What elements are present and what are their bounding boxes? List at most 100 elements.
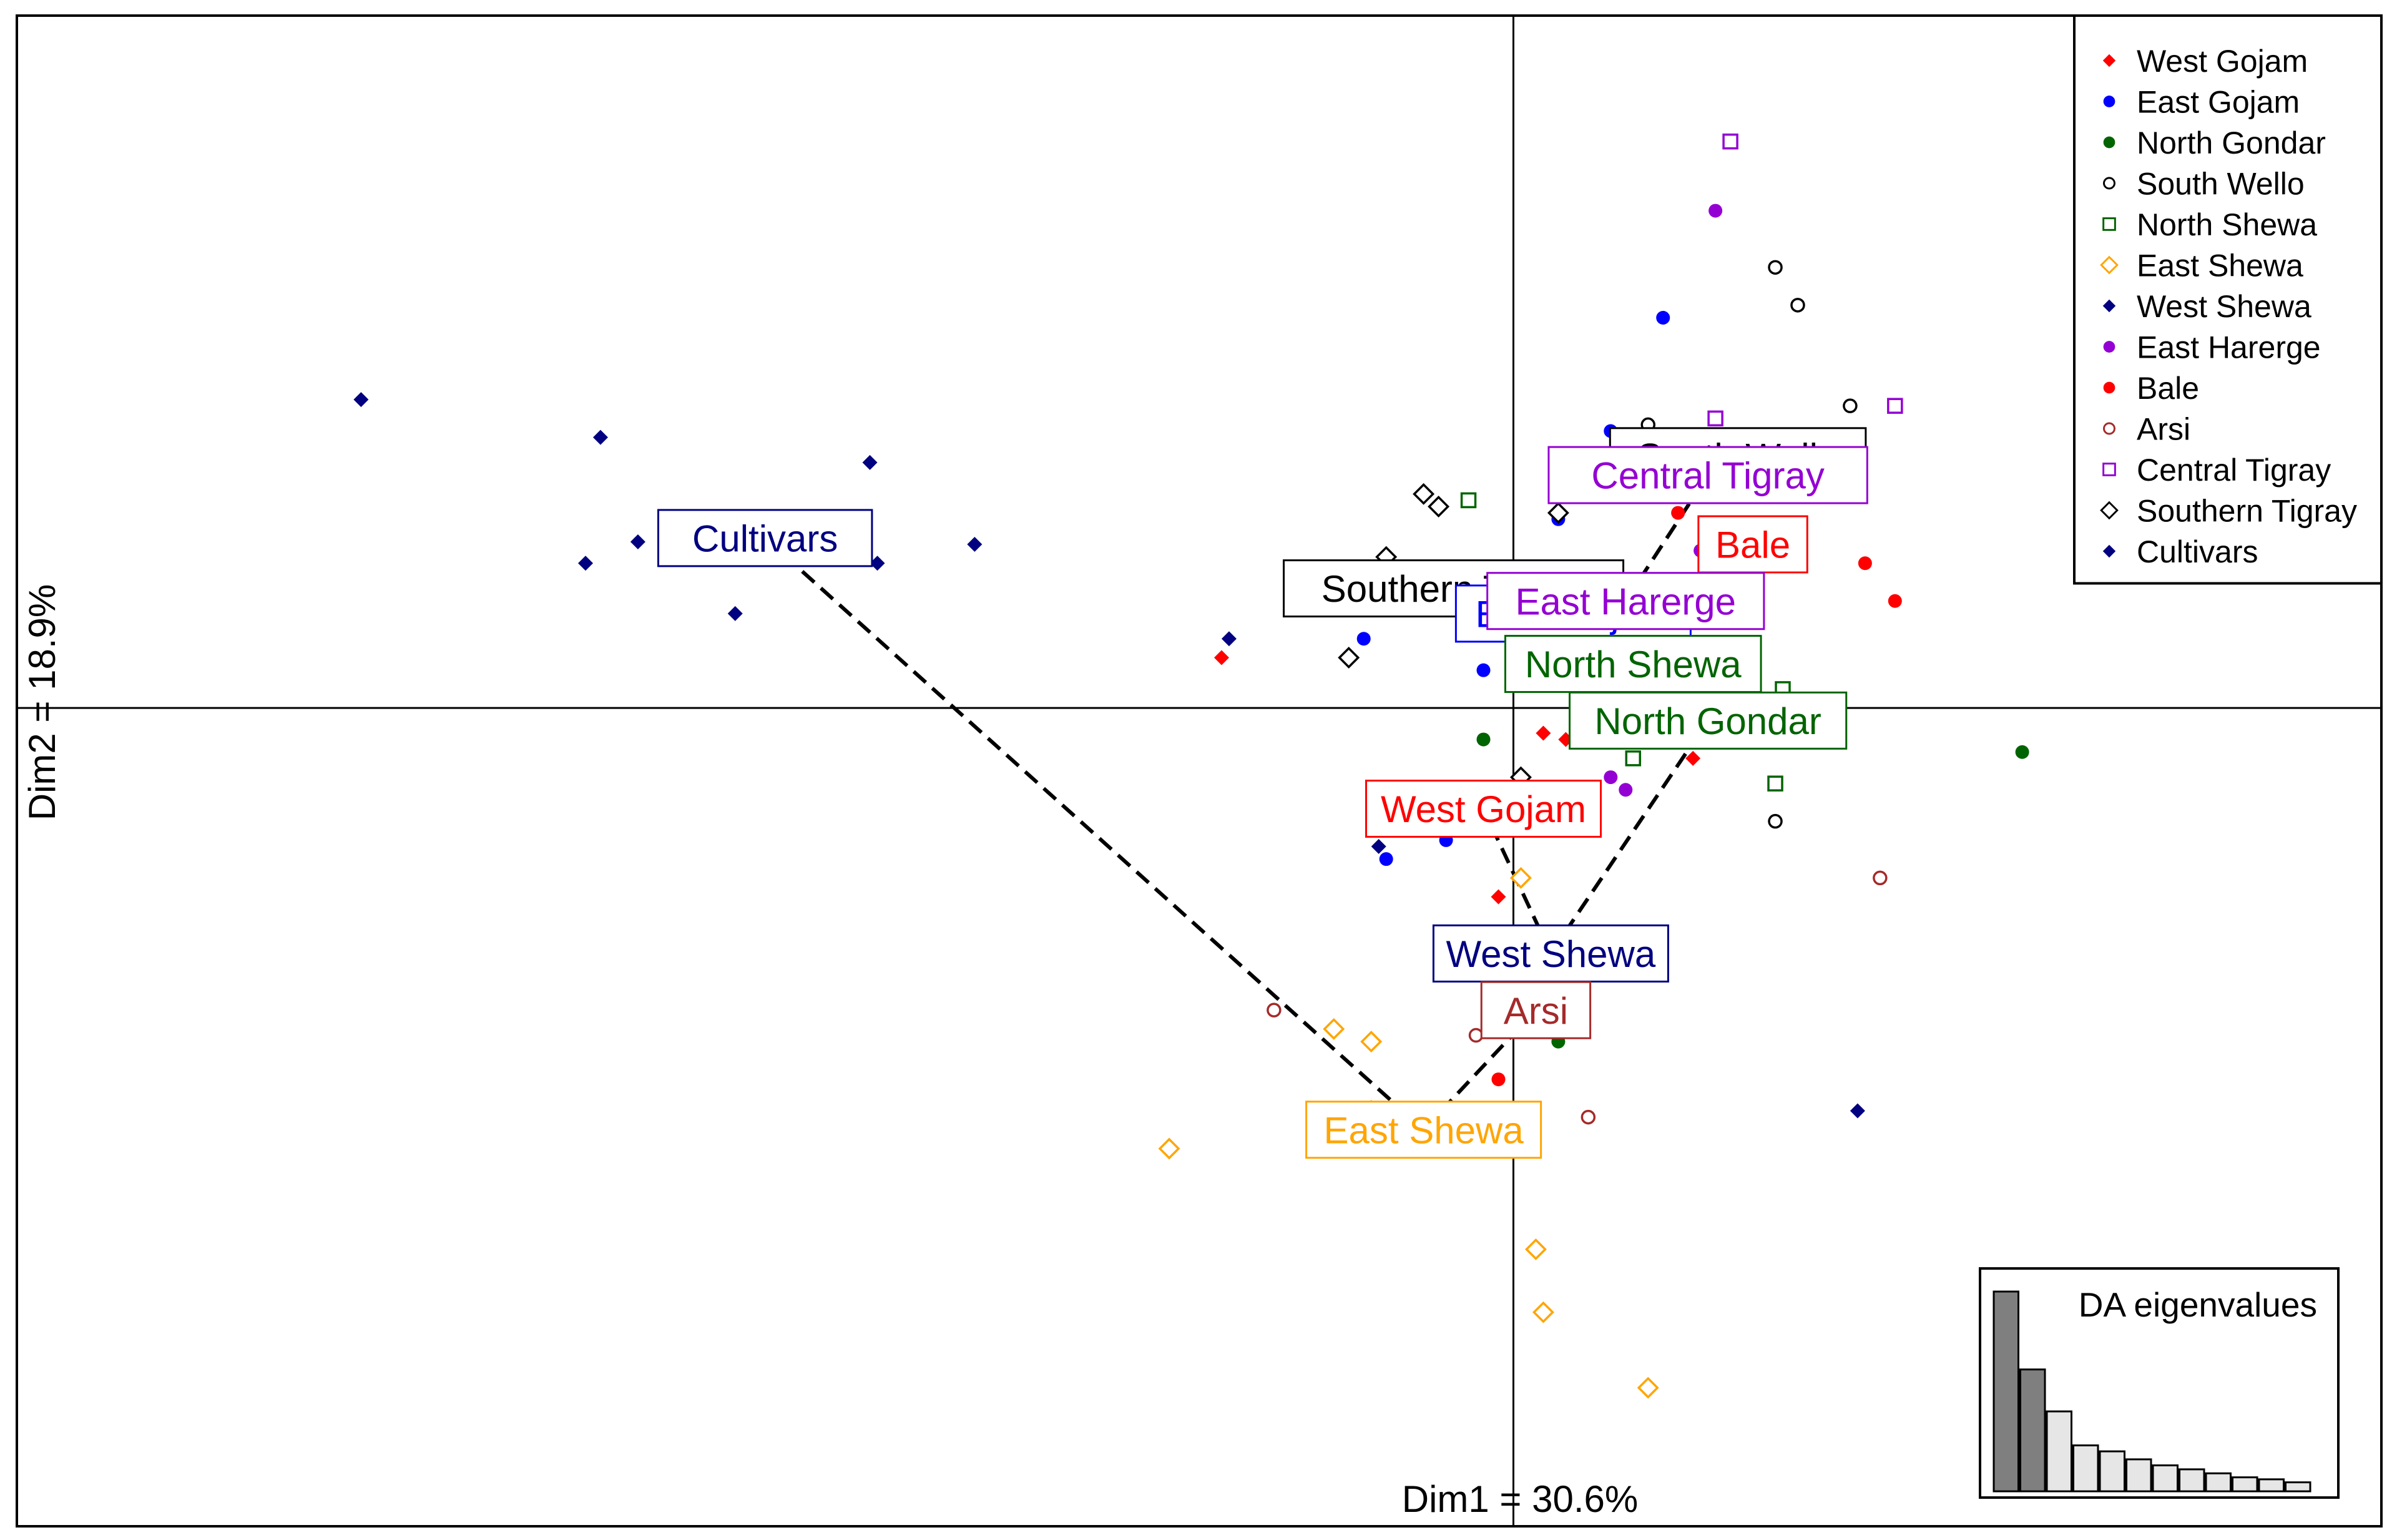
group-label-north-gondar: North Gondar (1569, 691, 1848, 750)
eigenvalue-bar-7 (2152, 1464, 2179, 1493)
group-label-text: North Shewa (1525, 644, 1742, 685)
legend-marker-southern-tigray (2100, 501, 2119, 520)
point-south-wello-1 (1768, 260, 1783, 275)
group-label-west-shewa: West Shewa (1432, 924, 1669, 983)
point-cultivars-1 (353, 392, 369, 408)
legend-box (2073, 14, 2383, 585)
point-cultivars-3 (862, 454, 878, 470)
group-label-bale: Bale (1697, 515, 1808, 574)
point-south-wello-3 (1843, 398, 1858, 413)
legend-label: Bale (2137, 371, 2199, 406)
eigenvalue-bar-4 (2072, 1444, 2099, 1493)
legend-item-central-tigray: Central Tigray (2102, 453, 2331, 488)
point-east-harerge-1 (1708, 204, 1723, 218)
point-west-shewa-2 (1371, 839, 1386, 854)
group-label-box (1547, 446, 1868, 504)
point-east-harerge-3 (1619, 783, 1633, 797)
legend-item-bale: Bale (2103, 371, 2199, 406)
x-axis-label: Dim1 = 30.6% (1402, 1478, 1639, 1520)
point-cultivars-6 (870, 556, 885, 571)
group-label-box (1697, 515, 1808, 574)
point-bale-3 (1671, 506, 1685, 520)
group-label-text: East Harerge (1516, 581, 1737, 622)
point-cultivars-7 (967, 537, 983, 552)
group-label-text: West Gojam (1381, 788, 1586, 830)
point-south-wello-2 (1790, 298, 1805, 313)
eigenvalue-bar-2 (2019, 1368, 2046, 1493)
legend-item-east-harerge: East Harerge (2103, 330, 2321, 365)
point-cultivars-2 (593, 429, 609, 445)
eigenvalue-bar-3 (2046, 1410, 2072, 1493)
group-label-text: West Shewa (1446, 933, 1656, 975)
group-label-box (1480, 981, 1592, 1039)
point-east-shewa-3 (1360, 1031, 1383, 1053)
point-east-gojam-1 (1656, 311, 1670, 325)
legend-label: Southern Tigray (2137, 494, 2357, 529)
point-central-tigray-1 (1722, 133, 1738, 150)
eigenvalue-bar-9 (2205, 1472, 2232, 1493)
group-label-east-shewa: East Shewa (1305, 1101, 1542, 1159)
legend-item-east-shewa: East Shewa (2100, 248, 2303, 283)
group-label-box (657, 509, 873, 567)
plot-frame (16, 14, 2383, 1528)
point-arsi-3 (1873, 870, 1888, 886)
point-bale-1 (1858, 556, 1872, 571)
point-west-shewa-1 (1850, 1103, 1865, 1119)
point-southern-tigray-1 (1413, 483, 1435, 505)
group-label-west-gojam: West Gojam (1365, 780, 1602, 838)
point-east-gojam-4 (1476, 663, 1491, 677)
eigenvalue-bar-12 (2285, 1481, 2311, 1493)
point-east-shewa-6 (1532, 1301, 1554, 1323)
eigenvalue-bar-11 (2258, 1478, 2285, 1493)
point-arsi-4 (1468, 1027, 1484, 1043)
point-west-shewa-3 (1221, 631, 1237, 647)
y-axis-label: Dim2 = 18.9% (21, 584, 63, 821)
group-label-east-harerge: East Harerge (1486, 572, 1765, 630)
group-label-box (1305, 1101, 1542, 1159)
legend-label: Central Tigray (2137, 453, 2331, 488)
group-label-text: Arsi (1504, 990, 1568, 1032)
legend-label: Arsi (2137, 412, 2190, 447)
group-label-box (1486, 572, 1765, 630)
link-west-shewa-to-north-gondar (1549, 719, 1710, 955)
eigenvalue-bar-5 (2099, 1450, 2125, 1493)
group-label-text: Central Tigray (1591, 455, 1824, 497)
point-west-gojam-3 (1685, 750, 1701, 766)
legend-marker-east-shewa (2100, 255, 2119, 275)
eigenvalue-bar-8 (2179, 1468, 2205, 1493)
eigenvalue-bar-1 (1993, 1290, 2019, 1493)
group-label-cultivars: Cultivars (657, 509, 873, 567)
group-label-north-shewa: North Shewa (1504, 635, 1762, 694)
group-label-text: Cultivars (692, 518, 838, 560)
legend-marker-bale (2103, 381, 2115, 394)
point-east-harerge-5 (1604, 770, 1618, 785)
legend-label: East Harerge (2137, 330, 2321, 365)
legend-marker-east-gojam (2103, 96, 2115, 107)
point-bale-4 (1491, 1072, 1506, 1087)
point-west-gojam-2 (1536, 725, 1551, 741)
point-arsi-2 (1581, 1109, 1596, 1125)
legend-marker-east-harerge (2103, 341, 2115, 353)
legend-marker-central-tigray (2102, 463, 2116, 476)
legend-item-south-wello: South Wello (2103, 167, 2305, 202)
point-southern-tigray-3 (1338, 647, 1360, 669)
point-east-shewa-7 (1637, 1376, 1659, 1399)
point-cultivars-8 (727, 606, 743, 621)
group-label-box (1432, 924, 1669, 983)
point-cultivars-4 (630, 534, 645, 549)
legend-item-north-gondar: North Gondar (2103, 125, 2326, 160)
point-cultivars-5 (578, 556, 594, 571)
legend-marker-west-shewa (2102, 299, 2116, 313)
legend-label: East Gojam (2137, 85, 2300, 120)
point-west-gojam-1 (1213, 650, 1229, 665)
point-west-gojam-5 (1491, 889, 1506, 905)
point-north-shewa-1 (1460, 492, 1477, 509)
point-bale-2 (1888, 594, 1902, 608)
group-label-text: Bale (1715, 524, 1790, 566)
legend-item-southern-tigray: Southern Tigray (2100, 494, 2357, 529)
legend-marker-arsi (2103, 422, 2115, 435)
legend: West Gojam East Gojam North Gondar South We… (2073, 14, 2383, 585)
axes-layer (16, 14, 2383, 1528)
